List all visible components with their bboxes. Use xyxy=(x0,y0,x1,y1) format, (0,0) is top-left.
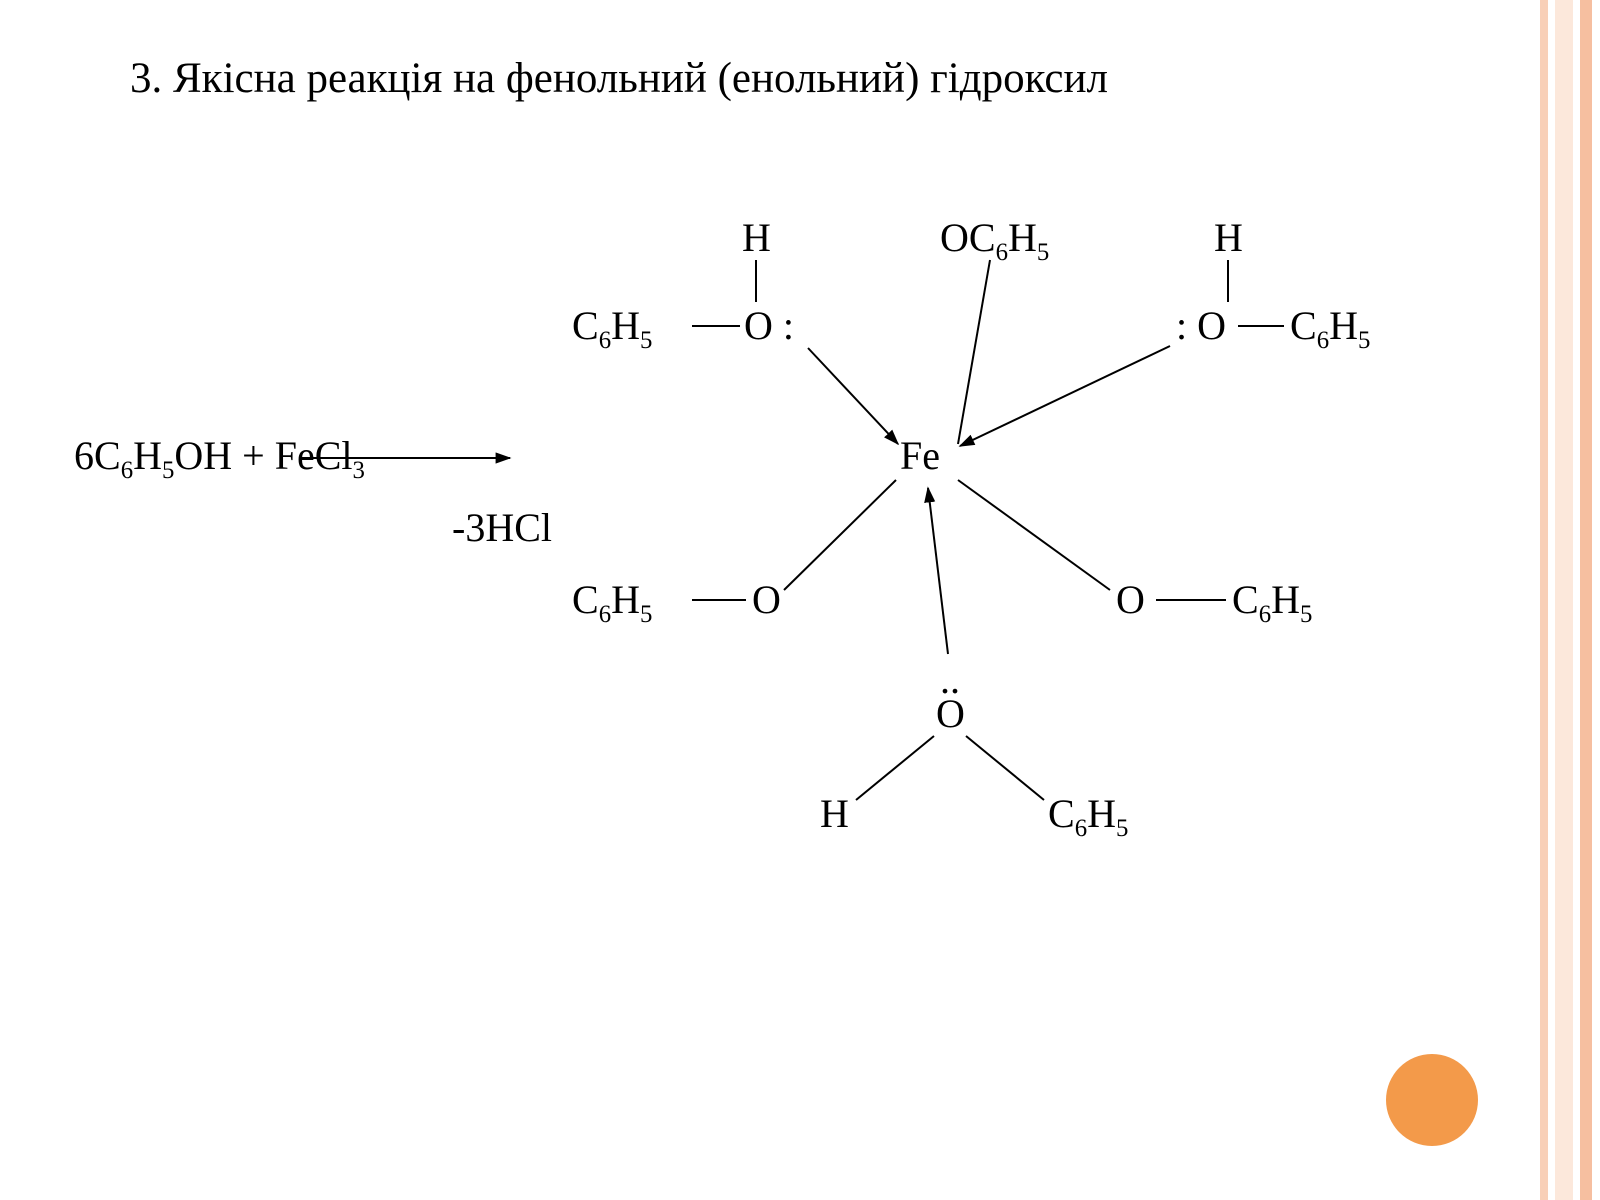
slide-stage: { "canvas": { "width": 1600, "height": 1… xyxy=(0,0,1600,1200)
structure-lines xyxy=(0,0,1600,1200)
